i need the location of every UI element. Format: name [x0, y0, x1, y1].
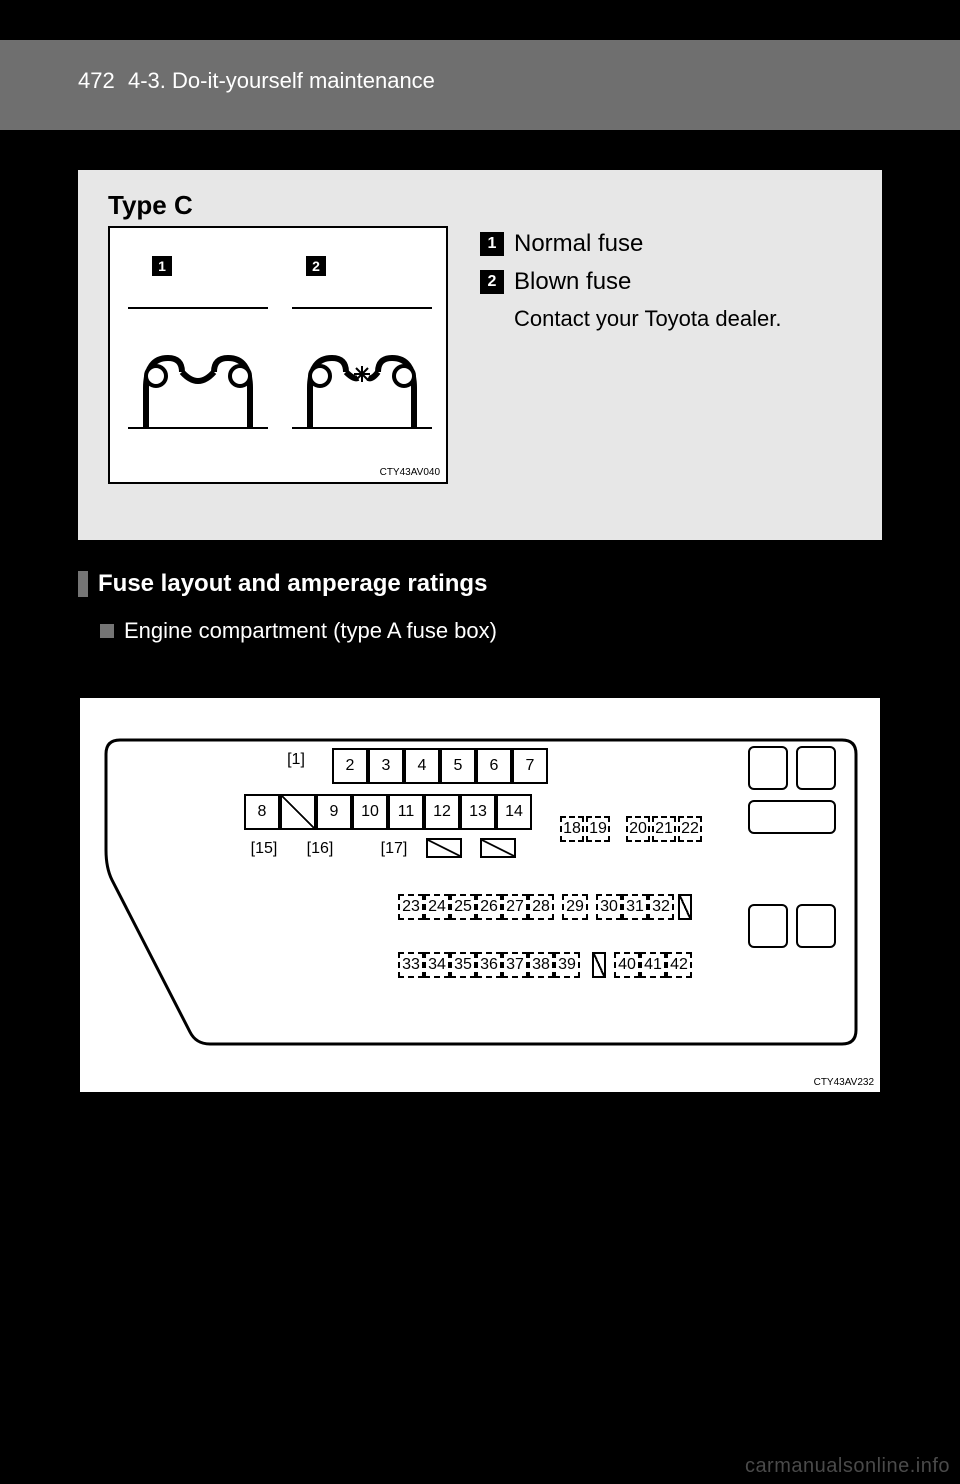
fuse-cell: 18 — [560, 816, 584, 842]
relay-box — [748, 746, 788, 790]
fuse-cell: 21 — [652, 816, 676, 842]
fuse-cell: 9 — [316, 794, 352, 830]
watermark-text: carmanualsonline.info — [745, 1455, 950, 1478]
bracket-16-num: 16 — [311, 840, 329, 858]
fuse-cell: 35 — [450, 952, 476, 978]
legend-text-1: Normal fuse — [514, 230, 643, 258]
legend-note: Contact your Toyota dealer. — [514, 306, 860, 332]
sub-heading: Engine compartment (type A fuse box) — [100, 618, 497, 644]
fuse-cell: 24 — [424, 894, 450, 920]
fuse-cell: 23 — [398, 894, 424, 920]
bracket-17: [ 17 ] — [372, 838, 416, 860]
fuse-cell: 29 — [562, 894, 588, 920]
fuse-blank — [592, 952, 606, 978]
fuse-illustration-icon — [128, 298, 432, 468]
fuse-cell: 41 — [640, 952, 666, 978]
fuse-cell-8: 8 — [244, 794, 280, 830]
legend-badge-1-icon: 1 — [480, 232, 504, 256]
fuse-cell: 40 — [614, 952, 640, 978]
typec-panel: Type C 1 2 — [78, 170, 882, 540]
fuse-cell: 12 — [424, 794, 460, 830]
badge-2-icon: 2 — [306, 256, 326, 276]
fuse-blank — [480, 838, 516, 858]
badge-1-icon: 1 — [152, 256, 172, 276]
fuse-cell: 42 — [666, 952, 692, 978]
fuse-cell: 28 — [528, 894, 554, 920]
fuse-cell: 25 — [450, 894, 476, 920]
mid-heading-text: Fuse layout and amperage ratings — [98, 570, 487, 598]
heading-bar-icon — [78, 571, 88, 597]
fuse-cell: 6 — [476, 748, 512, 784]
bracket-1: [ 1 ] — [278, 748, 314, 772]
relay-box — [796, 746, 836, 790]
bracket-16: [ 16 ] — [298, 838, 342, 860]
page: 472 4-3. Do-it-yourself maintenance Type… — [0, 0, 960, 1484]
fuse-cell: 13 — [460, 794, 496, 830]
fuse-cell: 7 — [512, 748, 548, 784]
legend-row-2: 2 Blown fuse — [480, 268, 860, 296]
mid-heading: Fuse layout and amperage ratings — [78, 570, 487, 598]
fuse-cell: 19 — [586, 816, 610, 842]
typec-legend: 1 Normal fuse 2 Blown fuse Contact your … — [480, 230, 860, 332]
sub-heading-text: Engine compartment (type A fuse box) — [124, 618, 497, 644]
fuse-cell: 4 — [404, 748, 440, 784]
relay-box — [796, 904, 836, 948]
fuse-cell: 31 — [622, 894, 648, 920]
section-title: 4-3. Do-it-yourself maintenance — [128, 68, 435, 94]
bracket-17-num: 17 — [385, 840, 403, 858]
fuse-blank — [280, 794, 316, 830]
bracket-1-num: 1 — [292, 751, 301, 769]
fusebox-frame: [ 1 ] 8 [ 15 ] [ 16 ] [ 17 ] CTY43AV232 … — [78, 696, 882, 1094]
fuse-blank — [678, 894, 692, 920]
fuse-cell: 38 — [528, 952, 554, 978]
fuse-cell: 27 — [502, 894, 528, 920]
fuse-cell: 33 — [398, 952, 424, 978]
fuse-cell: 10 — [352, 794, 388, 830]
fuse-cell: 34 — [424, 952, 450, 978]
typec-title: Type C — [108, 190, 193, 221]
relay-box — [748, 904, 788, 948]
relay-box — [748, 800, 836, 834]
bracket-15: [ 15 ] — [242, 838, 286, 860]
fuse-cell: 39 — [554, 952, 580, 978]
fuse-cell: 32 — [648, 894, 674, 920]
fuse-cell: 30 — [596, 894, 622, 920]
fuse-cell: 3 — [368, 748, 404, 784]
fuse-cell: 36 — [476, 952, 502, 978]
typec-illustration-frame: 1 2 — [108, 226, 448, 484]
legend-badge-2-icon: 2 — [480, 270, 504, 294]
sub-square-icon — [100, 624, 114, 638]
fuse-cell: 14 — [496, 794, 532, 830]
fusebox-image-code: CTY43AV232 — [814, 1077, 874, 1088]
typec-image-code: CTY43AV040 — [380, 467, 440, 478]
legend-text-2: Blown fuse — [514, 268, 631, 296]
fuse-cell: 37 — [502, 952, 528, 978]
fuse-cell: 20 — [626, 816, 650, 842]
fuse-cell: 26 — [476, 894, 502, 920]
fuse-cell: 11 — [388, 794, 424, 830]
bracket-15-num: 15 — [255, 840, 273, 858]
page-number: 472 — [78, 68, 115, 94]
legend-row-1: 1 Normal fuse — [480, 230, 860, 258]
fuse-cell: 5 — [440, 748, 476, 784]
fuse-cell: 22 — [678, 816, 702, 842]
fuse-cell: 2 — [332, 748, 368, 784]
fuse-blank — [426, 838, 462, 858]
